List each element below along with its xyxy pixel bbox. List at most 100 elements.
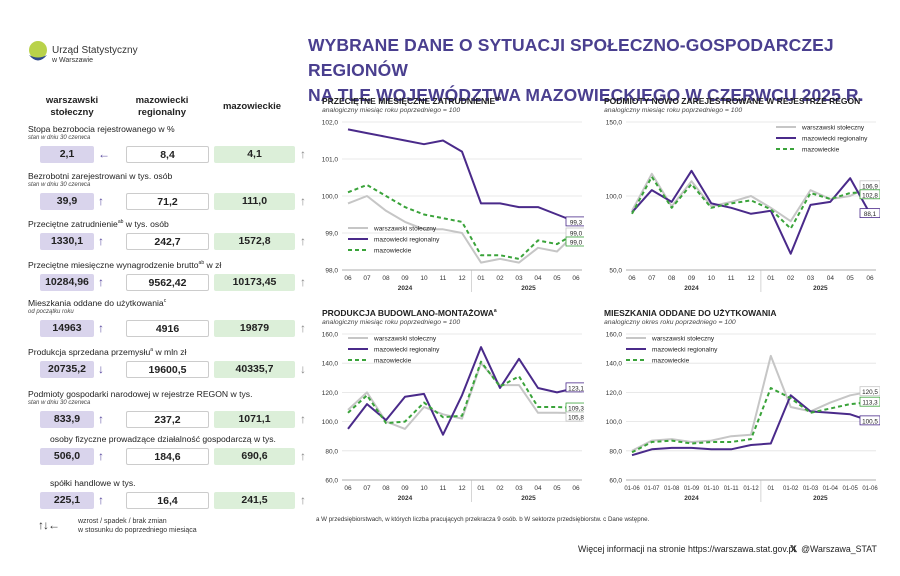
svg-text:mazowiecki regionalny: mazowiecki regionalny xyxy=(374,347,440,354)
end-value-label: 113,3 xyxy=(859,396,880,407)
series-line-1 xyxy=(631,169,871,255)
chart-svg: 50,0 100,0 150,0 06 07 08 09 10 11 12 01 02 03 04 05 06… xyxy=(606,120,880,292)
svg-text:mazowieckie: mazowieckie xyxy=(374,358,412,365)
y-tick-label: 160,0 xyxy=(322,332,338,339)
arrow-mazowieckie: ↑ xyxy=(300,147,306,161)
x-tick-label: 08 xyxy=(382,485,390,492)
end-value-label: 120,5 xyxy=(859,386,880,396)
indicator-values: 39,9↑71,2↑111,0↑ xyxy=(28,193,306,211)
series-line-2 xyxy=(347,183,577,260)
x-account[interactable]: 𝕏 @Warszawa_STAT xyxy=(790,544,877,555)
indicator-label: Podmioty gospodarki narodowej w rejestrz… xyxy=(28,389,253,399)
x-tick-label: 11 xyxy=(440,275,447,282)
arrow-mazowieckie: ↑ xyxy=(300,275,306,289)
year-label: 2024 xyxy=(398,285,413,292)
series-line-0 xyxy=(631,354,871,452)
indicator-note: stan w dniu 30 czerwca xyxy=(28,135,91,141)
chart-produkcja: PRODUKCJA BUDOWLANO-MONTAŻOWAa analogiczn… xyxy=(322,308,584,510)
legend-item-1: mazowiecki regionalny xyxy=(626,347,718,354)
x-tick-label: 01-08 xyxy=(664,486,680,492)
svg-text:113,3: 113,3 xyxy=(862,400,878,407)
y-tick-label: 140,0 xyxy=(606,361,623,368)
end-value-label: 106,9 xyxy=(859,180,880,190)
indicator-note: od początku roku xyxy=(28,309,74,315)
x-tick-label: 01-11 xyxy=(724,486,740,492)
year-label: 2025 xyxy=(813,285,828,292)
indicator-6: Podmioty gospodarki narodowej w rejestrz… xyxy=(28,389,306,428)
arrow-warszawski: ↓ xyxy=(98,362,104,376)
value-mazowieckie: 19879 xyxy=(214,320,295,337)
x-tick-label: 08 xyxy=(382,275,390,282)
value-warszawski: 20735,2 xyxy=(40,361,94,378)
arrow-warszawski: ↑ xyxy=(98,493,104,507)
page-title: WYBRANE DANE O SYTUACJI SPOŁECZNO-GOSPOD… xyxy=(308,33,878,108)
legend-item-2: mazowieckie xyxy=(348,358,412,365)
chart-zatrudnienie: PRZECIĘTNE MIESIĘCZNE ZATRUDNIENIEab anal… xyxy=(322,96,584,300)
indicator-values: 506,0↑184,6↑690,6↑ xyxy=(28,448,306,466)
svg-text:99,3: 99,3 xyxy=(570,219,583,226)
legend-item-1: mazowiecki regionalny xyxy=(776,136,868,143)
more-info-link[interactable]: Więcej informacji na stronie https://war… xyxy=(578,544,796,554)
arrow-mazowieckie: ↑ xyxy=(300,493,306,507)
x-tick-label: 06 xyxy=(344,485,352,492)
value-mazowiecki: 237,2 xyxy=(126,411,209,428)
legend-item-2: mazowieckie xyxy=(626,358,690,365)
title-line-1: WYBRANE DANE O SYTUACJI SPOŁECZNO-GOSPOD… xyxy=(308,35,834,80)
y-tick-label: 100,0 xyxy=(606,194,623,201)
value-mazowiecki: 9562,42 xyxy=(126,274,209,291)
x-tick-label: 03 xyxy=(807,275,815,282)
y-tick-label: 120,0 xyxy=(606,390,623,397)
series-line-2 xyxy=(631,387,871,454)
arrow-warszawski: ↑ xyxy=(98,321,104,335)
x-tick-label: 11 xyxy=(440,485,447,492)
value-mazowieckie: 241,5 xyxy=(214,492,295,509)
x-tick-label: 05 xyxy=(847,275,855,282)
legend-item-1: mazowiecki regionalny xyxy=(348,237,440,244)
end-value-label: 105,8 xyxy=(565,411,584,422)
svg-text:100,5: 100,5 xyxy=(862,418,878,425)
value-mazowieckie: 111,0 xyxy=(214,193,295,210)
x-tick-label: 01-06 xyxy=(624,486,640,492)
x-tick-label: 02 xyxy=(496,485,504,492)
svg-text:warszawski stołeczny: warszawski stołeczny xyxy=(373,226,437,233)
x-tick-label: 01-03 xyxy=(803,486,819,492)
chart-svg: 98,0 99,0 100,0 101,0 102,0 06 07 08 09 10 11 12 01 0… xyxy=(322,120,584,292)
indicator-values: 10284,96↑9562,42↑10173,45↑ xyxy=(28,274,306,292)
indicator-note: stan w dniu 30 czerwca xyxy=(28,400,91,406)
value-mazowieckie: 1071,1 xyxy=(214,411,295,428)
x-tick-label: 01-07 xyxy=(644,486,660,492)
year-label: 2024 xyxy=(398,495,413,502)
x-tick-label: 06 xyxy=(572,275,580,282)
chart-regon: PODMIOTY NOWO ZAREJESTROWANE W REJESTRZE… xyxy=(604,96,880,300)
y-tick-label: 80,0 xyxy=(325,448,338,455)
svg-text:99,0: 99,0 xyxy=(570,240,583,247)
x-tick-label: 10 xyxy=(420,275,428,282)
arrow-legend-line2: w stosunku do poprzedniego miesiąca xyxy=(78,527,197,534)
x-tick-label: 10 xyxy=(420,485,428,492)
x-tick-label: 07 xyxy=(363,275,371,282)
x-tick-label: 09 xyxy=(401,275,409,282)
svg-text:109,3: 109,3 xyxy=(568,406,584,413)
x-tick-label: 09 xyxy=(401,485,409,492)
x-tick-label: 06 xyxy=(628,275,636,282)
svg-text:106,9: 106,9 xyxy=(862,183,878,190)
chart-svg: 60,0 80,0 100,0 120,0 140,0 160,0 06 07 08 09 10 11… xyxy=(322,332,584,502)
svg-text:mazowieckie: mazowieckie xyxy=(652,358,690,365)
column-header-mazowieckie: mazowieckie xyxy=(222,101,282,112)
end-value-label: 88,1 xyxy=(859,208,880,218)
value-warszawski: 506,0 xyxy=(40,448,94,465)
arrow-mazowieckie: ↑ xyxy=(300,412,306,426)
indicator-label: Przeciętne zatrudnienieab w tys. osób xyxy=(28,219,169,229)
arrow-mazowieckie: ↑ xyxy=(300,321,306,335)
value-mazowieckie: 40335,7 xyxy=(214,361,295,378)
end-value-label: 109,3 xyxy=(565,402,584,413)
indicator-label: Stopa bezrobocia rejestrowanego w % xyxy=(28,124,175,134)
y-tick-label: 101,0 xyxy=(322,157,338,164)
value-mazowiecki: 19600,5 xyxy=(126,361,209,378)
y-tick-label: 98,0 xyxy=(325,268,338,275)
arrow-warszawski: ↑ xyxy=(98,194,104,208)
year-label: 2025 xyxy=(521,285,536,292)
column-header-warszawski: warszawski stołeczny xyxy=(45,95,99,118)
column-header-mazowiecki: mazowiecki regionalny xyxy=(135,95,189,118)
indicator-values: 20735,2↓19600,5↑40335,7↓ xyxy=(28,361,306,379)
